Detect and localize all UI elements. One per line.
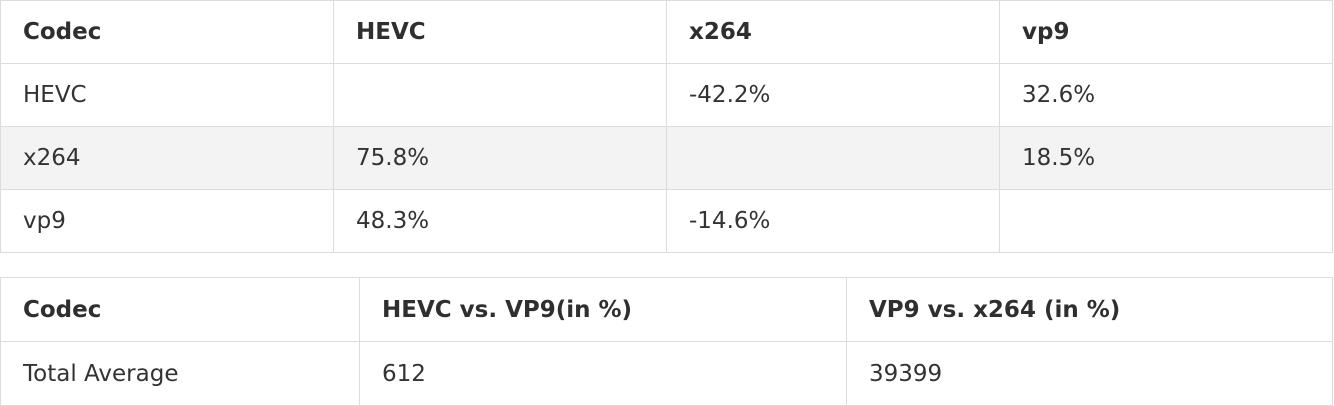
header-cell: x264 (666, 0, 1000, 64)
table-cell: 39399 (846, 341, 1333, 406)
header-cell: Codec (0, 277, 360, 342)
header-cell: HEVC (333, 0, 667, 64)
average-comparison-table: Codec HEVC vs. VP9(in %) VP9 vs. x264 (i… (0, 277, 1333, 406)
table-cell: 75.8% (333, 126, 667, 190)
table-header-row: Codec HEVC vs. VP9(in %) VP9 vs. x264 (i… (0, 277, 1333, 342)
header-cell: VP9 vs. x264 (in %) (846, 277, 1333, 342)
row-label-cell: HEVC (0, 63, 334, 127)
table-row: vp9 48.3% -14.6% (0, 189, 1333, 253)
header-cell: Codec (0, 0, 334, 64)
table-row: HEVC -42.2% 32.6% (0, 63, 1333, 127)
table-cell: 612 (359, 341, 847, 406)
table-cell (999, 189, 1333, 253)
table-cell (666, 126, 1000, 190)
header-cell: HEVC vs. VP9(in %) (359, 277, 847, 342)
table-header-row: Codec HEVC x264 vp9 (0, 0, 1333, 64)
row-label-cell: vp9 (0, 189, 334, 253)
table-cell: 48.3% (333, 189, 667, 253)
table-cell: 18.5% (999, 126, 1333, 190)
table-cell (333, 63, 667, 127)
codec-comparison-table: Codec HEVC x264 vp9 HEVC -42.2% 32.6% x2… (0, 0, 1333, 253)
table-row: Total Average 612 39399 (0, 341, 1333, 406)
table-cell: 32.6% (999, 63, 1333, 127)
table-row: x264 75.8% 18.5% (0, 126, 1333, 190)
table-cell: -14.6% (666, 189, 1000, 253)
row-label-cell: Total Average (0, 341, 360, 406)
table-cell: -42.2% (666, 63, 1000, 127)
header-cell: vp9 (999, 0, 1333, 64)
row-label-cell: x264 (0, 126, 334, 190)
